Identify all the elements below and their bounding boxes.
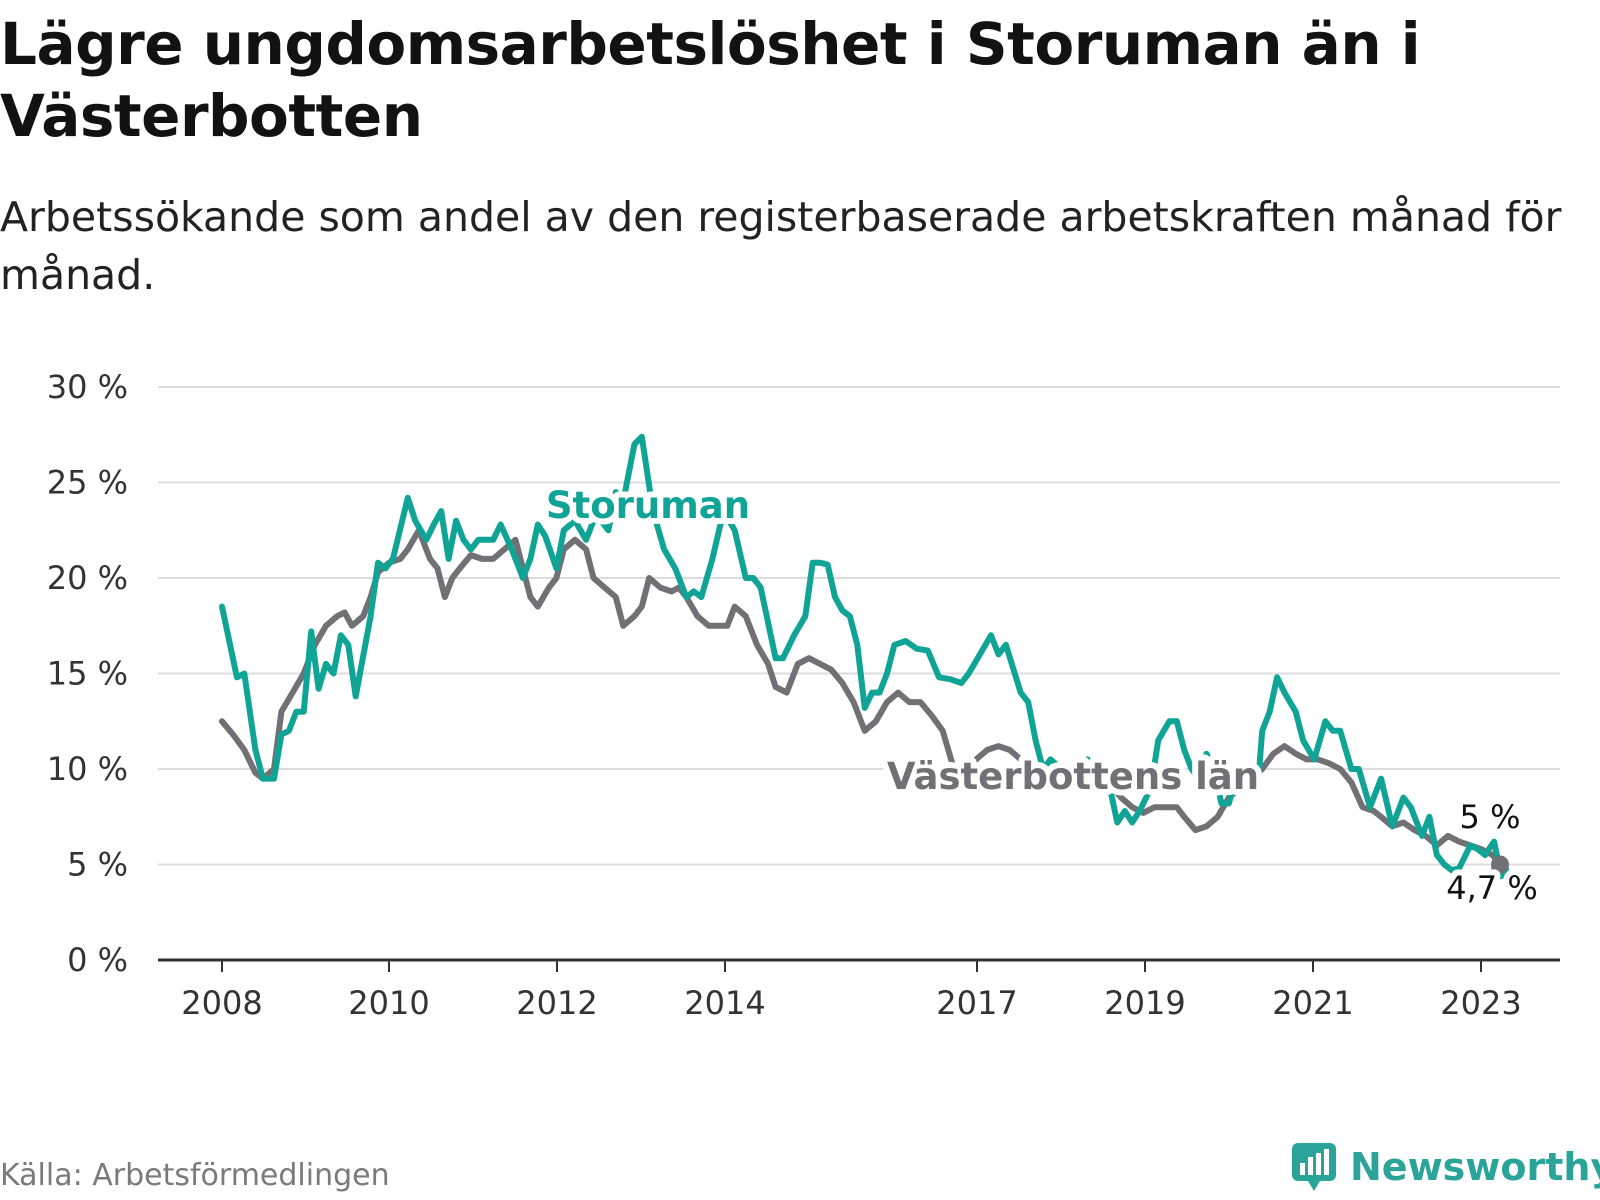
y-tick-label: 20 %: [47, 559, 128, 597]
source-note: Källa: Arbetsförmedlingen: [0, 1158, 390, 1193]
series-line-vasterbotten: [219, 527, 1503, 868]
x-tick-label: 2017: [936, 984, 1017, 1022]
end-point-vasterbotten: [1491, 855, 1509, 874]
chart-title: Lägre ungdomsarbetslöshet i Storuman än …: [0, 10, 1421, 150]
series-label-vasterbotten: Västerbottens län: [887, 755, 1259, 798]
series-lines: [219, 433, 1509, 880]
y-tick-label: 0 %: [67, 941, 128, 979]
x-tick-label: 2010: [348, 984, 429, 1022]
x-axis-tick-labels: 2008 2010 2012 2014 2017 2019 2021 2023: [181, 984, 1521, 1022]
end-label-storuman-halo: 4,7 %: [1446, 869, 1537, 907]
brand-logo[interactable]: Newsworthy: [1290, 1140, 1600, 1194]
brand-name: Newsworthy: [1350, 1145, 1600, 1189]
x-tick-label: 2019: [1104, 984, 1185, 1022]
line-chart: 0 %5 %10 %15 %20 %25 %30 % 2008 2010 2012 2…: [47, 368, 1560, 1022]
series-label-vasterbotten-halo: Västerbottens län: [887, 755, 1259, 798]
y-axis-tick-labels: 0 % 5 % 10 % 15 % 20 % 25 % 30 %: [47, 368, 128, 979]
newsworthy-logo-icon: [1292, 1143, 1336, 1191]
x-tick-label: 2023: [1440, 984, 1521, 1022]
end-label-vasterbotten-halo: 5 %: [1460, 798, 1521, 836]
series-label-storuman-halo: Storuman: [546, 484, 750, 527]
y-tick-label: 30 %: [47, 368, 128, 406]
series-line-storuman: [219, 433, 1503, 874]
y-tick-label: 25 %: [47, 464, 128, 502]
y-tick-label: 15 %: [47, 655, 128, 693]
x-tick-label: 2014: [684, 984, 765, 1022]
x-tick-label: 2012: [516, 984, 597, 1022]
chart-subtitle: Arbetssökande som andel av den registerb…: [0, 193, 1562, 299]
end-label-storuman: 4,7 %: [1446, 869, 1537, 907]
y-tick-label: 10 %: [47, 750, 128, 788]
end-label-vasterbotten: 5 %: [1460, 798, 1521, 836]
series-label-storuman: Storuman: [546, 484, 750, 527]
x-tick-label: 2021: [1272, 984, 1353, 1022]
x-tick-label: 2008: [181, 984, 262, 1022]
y-tick-label: 5 %: [67, 846, 128, 884]
x-axis: [158, 958, 1560, 972]
